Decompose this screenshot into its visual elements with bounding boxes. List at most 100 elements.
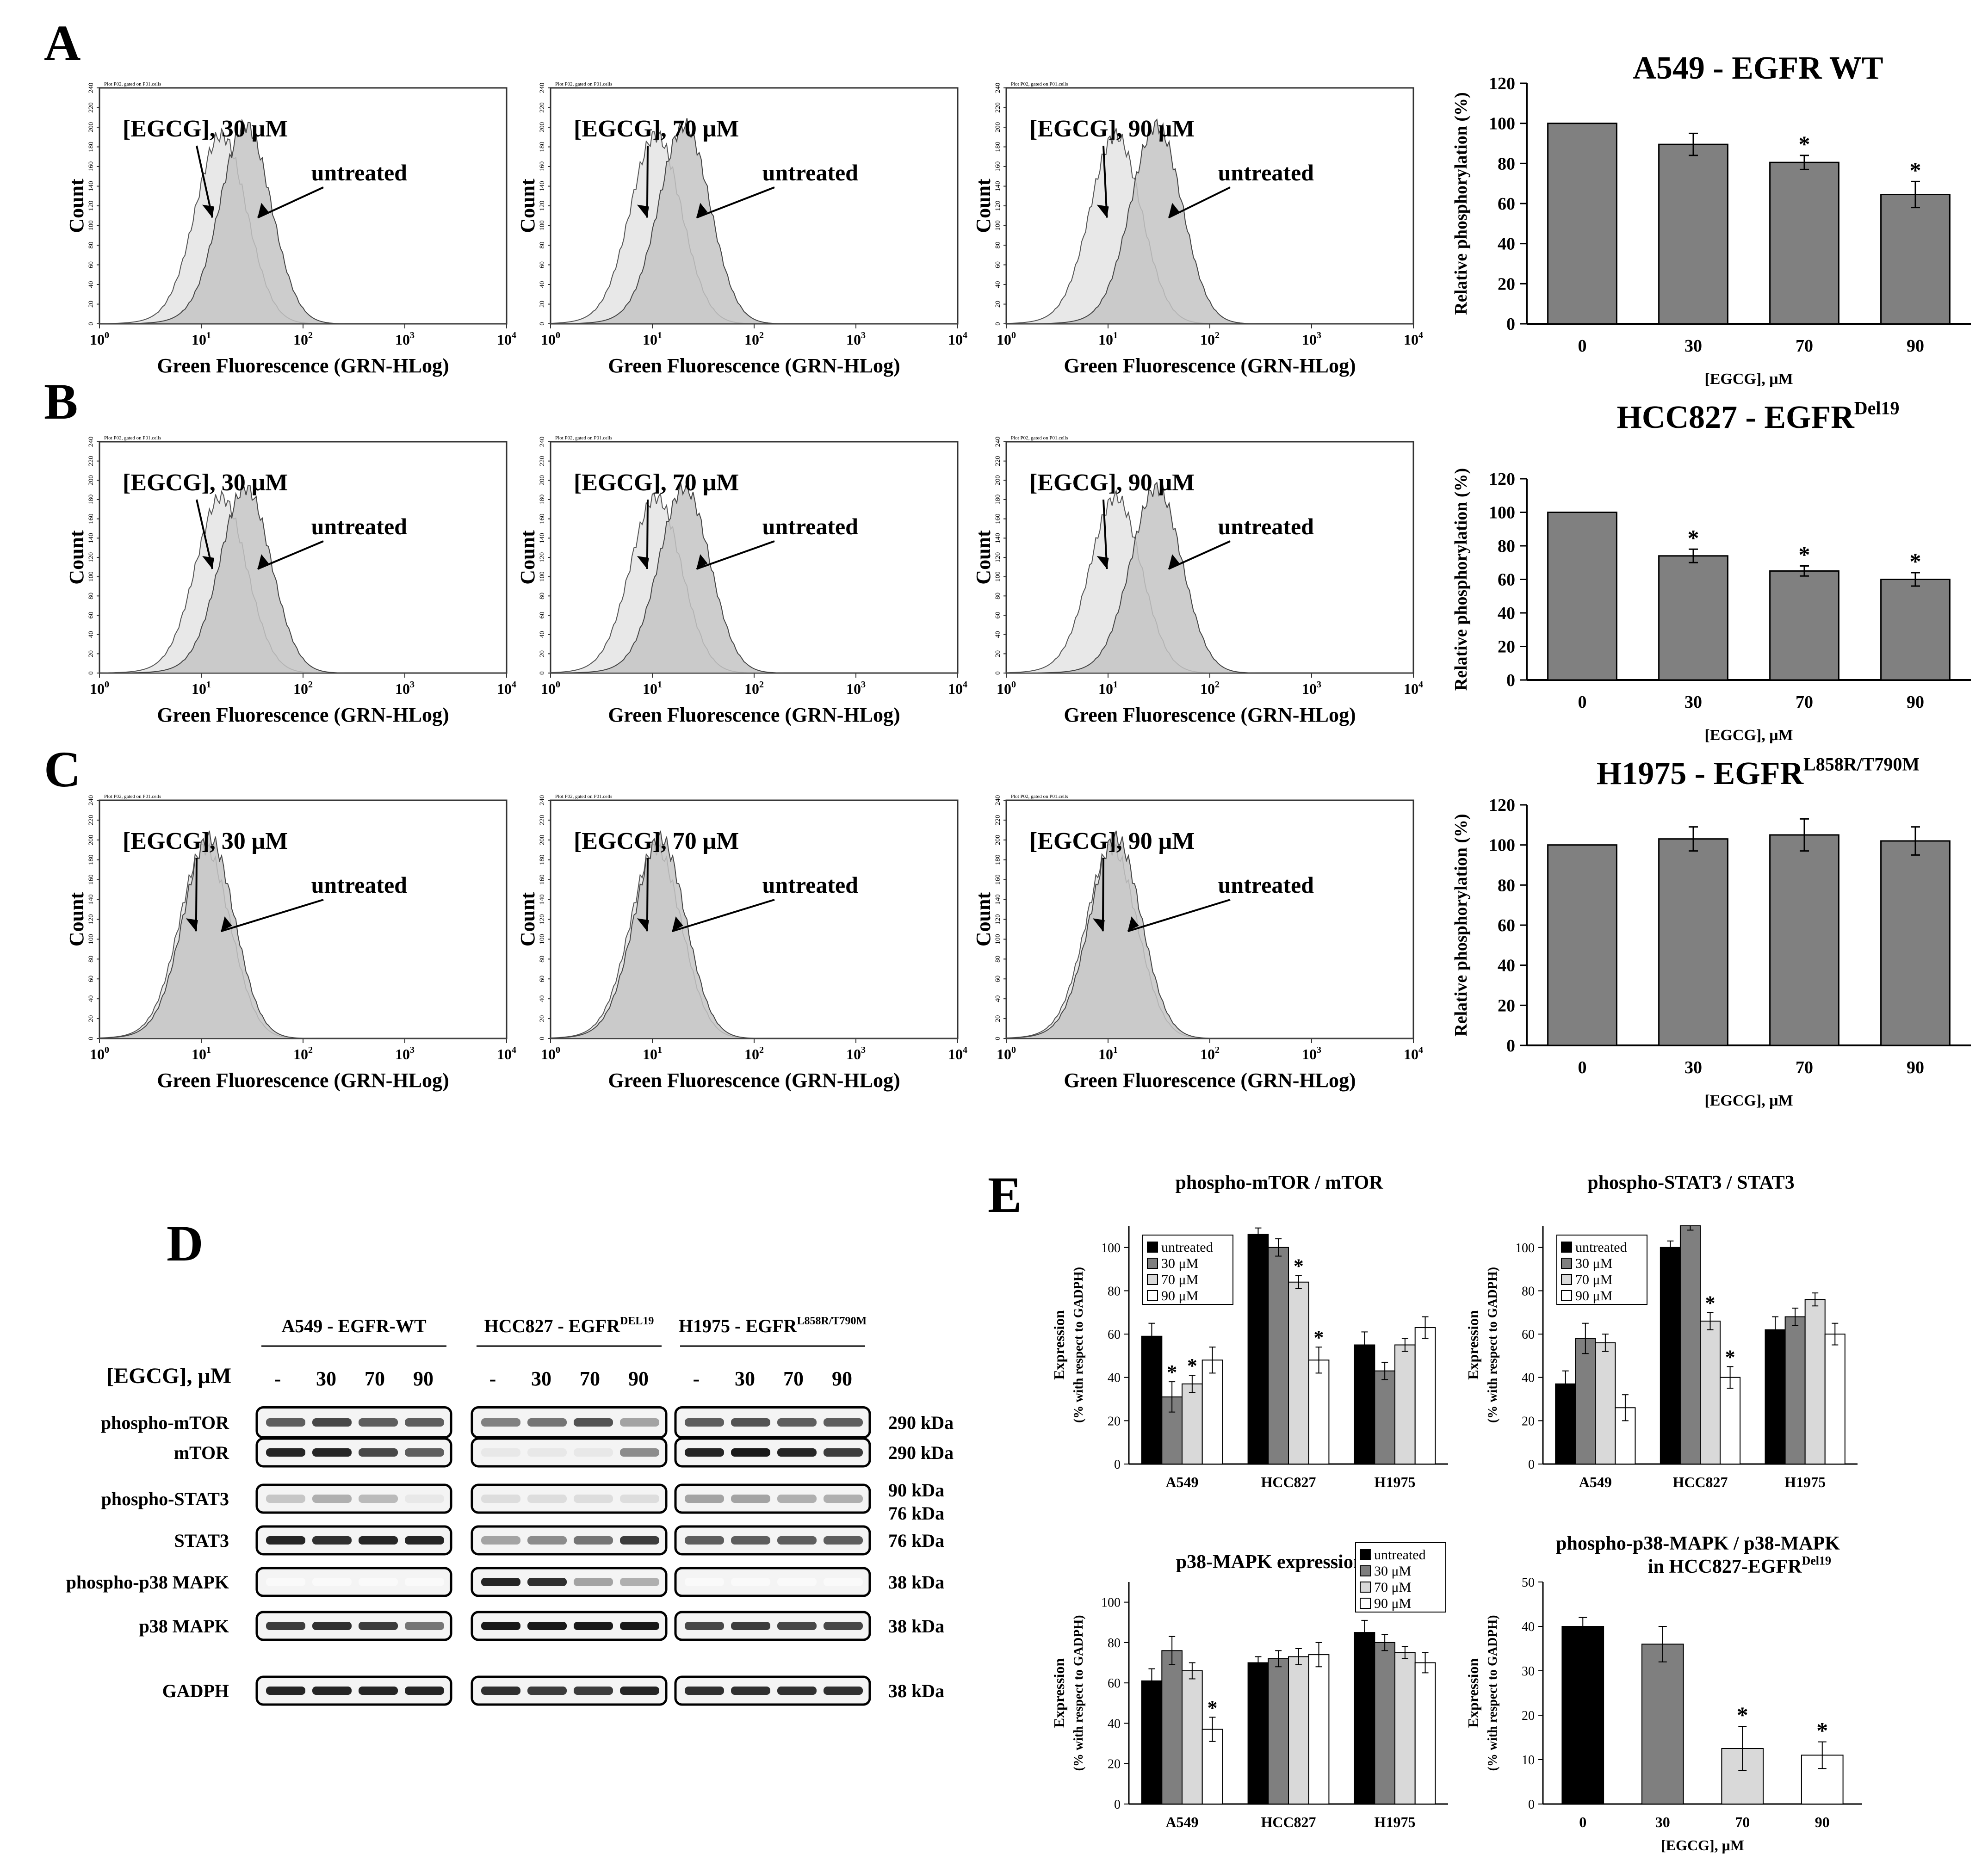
- molecular-weight-label: 290 kDa: [888, 1442, 954, 1463]
- x-tick-label: 100: [541, 680, 560, 697]
- x-tick-label: A549: [1165, 1814, 1198, 1830]
- y-tick-label: 220: [539, 456, 546, 466]
- y-tick-label: 60: [1108, 1328, 1121, 1342]
- tick-base: 10: [90, 1046, 105, 1063]
- tick-base: 10: [643, 331, 657, 348]
- molecular-weight-label: 38 kDa: [888, 1572, 944, 1593]
- bar: [1784, 1316, 1806, 1465]
- x-tick-label: 0: [1579, 1814, 1586, 1830]
- x-tick-label: 100: [997, 1045, 1016, 1063]
- x-tick-label: 101: [1098, 1045, 1118, 1063]
- blot-frame: [674, 1611, 871, 1641]
- legend-label: 90 μM: [1575, 1288, 1612, 1304]
- protein-band: [620, 1536, 659, 1545]
- tick-exponent: 0: [1011, 330, 1016, 340]
- tick-exponent: 4: [1418, 680, 1423, 690]
- y-tick-label: 120: [1489, 796, 1515, 815]
- blot-frame: [255, 1675, 452, 1706]
- tick-exponent: 3: [861, 1045, 866, 1055]
- tick-base: 10: [497, 331, 512, 348]
- blot-strip: [674, 1675, 871, 1706]
- significance-star: *: [1910, 157, 1921, 183]
- protein-band: [312, 1495, 352, 1503]
- x-tick-label: 101: [643, 1045, 662, 1063]
- tick-exponent: 3: [1317, 330, 1321, 340]
- y-tick-label: 200: [539, 835, 546, 846]
- arrow-head: [257, 203, 269, 218]
- x-tick-label: 100: [90, 680, 109, 697]
- blot-strip: [255, 1611, 452, 1641]
- y-tick-label: 120: [539, 552, 546, 563]
- dose-label: 90: [628, 1367, 649, 1390]
- tick-exponent: 1: [206, 1045, 211, 1055]
- x-tick-label: 70: [1796, 336, 1813, 356]
- arrow-line: [1168, 186, 1231, 219]
- tick-exponent: 0: [105, 330, 109, 340]
- protein-band: [777, 1687, 817, 1695]
- y-tick-label: 160: [539, 513, 546, 524]
- chart-title: phospho-mTOR / mTOR: [1176, 1172, 1384, 1193]
- tick-exponent: 1: [657, 680, 662, 690]
- y-tick-label: 180: [994, 855, 1002, 865]
- x-tick-label: H1975: [1375, 1814, 1416, 1830]
- bar-chart-e2: phospho-STAT3 / STAT3 0 20 40 60 80 100 Express…: [1465, 1172, 1858, 1490]
- arrow-line: [257, 540, 324, 570]
- tick-exponent: 2: [308, 1045, 313, 1055]
- y-tick-label: 100: [1489, 503, 1515, 523]
- protein-band: [312, 1622, 352, 1630]
- protein-band: [731, 1687, 770, 1695]
- x-axis-title: Green Fluorescence (GRN-HLog): [608, 354, 900, 377]
- protein-band: [359, 1622, 398, 1630]
- y-tick-label: 20: [1108, 1757, 1121, 1772]
- y-tick-label: 0: [994, 1037, 1002, 1040]
- protein-band: [824, 1622, 863, 1630]
- y-axis-subtitle: (% with respect to GADPH): [1486, 1615, 1500, 1771]
- x-tick-label: 30: [1685, 692, 1702, 712]
- significance-star: *: [1688, 525, 1699, 550]
- y-tick-label: 160: [87, 513, 95, 524]
- x-tick-label: 101: [192, 680, 211, 697]
- chart-title: HCC827 - EGFRDel19: [1616, 398, 1899, 435]
- legend-label: untreated: [1374, 1547, 1426, 1563]
- significance-star: *: [1725, 1346, 1735, 1368]
- y-tick-label: 80: [539, 956, 546, 963]
- text-main: H1975 - EGFR: [1597, 756, 1804, 791]
- flow-histogram-b-3: Plot P02, gated on P01.cells020406080100…: [972, 435, 1423, 726]
- y-tick-label: 220: [539, 102, 546, 113]
- y-axis-title: Expression: [1465, 1310, 1481, 1380]
- y-axis-title: Count: [972, 530, 995, 585]
- legend-swatch: [1360, 1582, 1371, 1593]
- tick-base: 10: [293, 1046, 308, 1063]
- y-tick-label: 220: [87, 102, 95, 113]
- x-axis-title: Green Fluorescence (GRN-HLog): [157, 354, 449, 377]
- y-tick-label: 100: [1515, 1241, 1535, 1255]
- chart-title: in HCC827-EGFRDel19: [1648, 1554, 1831, 1577]
- blot-strip: [255, 1567, 452, 1597]
- molecular-weight-label: 38 kDa: [888, 1681, 944, 1701]
- protein-band: [527, 1418, 567, 1427]
- y-tick-label: 220: [539, 815, 546, 826]
- arrow-line: [1127, 899, 1231, 933]
- y-tick-label: 200: [87, 835, 95, 846]
- cell-line-header: A549 - EGFR-WT: [281, 1316, 427, 1336]
- y-tick-label: 120: [87, 914, 95, 925]
- bar: [1660, 1247, 1681, 1464]
- y-tick-label: 140: [87, 533, 95, 544]
- text-main: HCC827 - EGFR: [484, 1316, 620, 1336]
- y-tick-label: 180: [539, 494, 546, 505]
- significance-star: *: [1737, 1702, 1748, 1728]
- blot-strip: [471, 1567, 668, 1597]
- bar-chart-b: HCC827 - EGFRDel19 0 20 40 60 80 100 120 Relativ…: [1451, 398, 1971, 744]
- dose-label: -: [693, 1367, 700, 1390]
- protein-band: [574, 1578, 613, 1586]
- y-tick-label: 40: [1522, 1620, 1535, 1634]
- x-tick-label: 102: [293, 680, 313, 697]
- y-tick-label: 240: [539, 83, 546, 93]
- arrow-line: [672, 899, 775, 933]
- y-tick-label: 180: [87, 855, 95, 865]
- y-axis-title: Count: [516, 892, 539, 946]
- arrow-line: [257, 186, 324, 219]
- gate-text: Plot P02, gated on P01.cells: [555, 794, 612, 799]
- tick-base: 10: [395, 1046, 410, 1063]
